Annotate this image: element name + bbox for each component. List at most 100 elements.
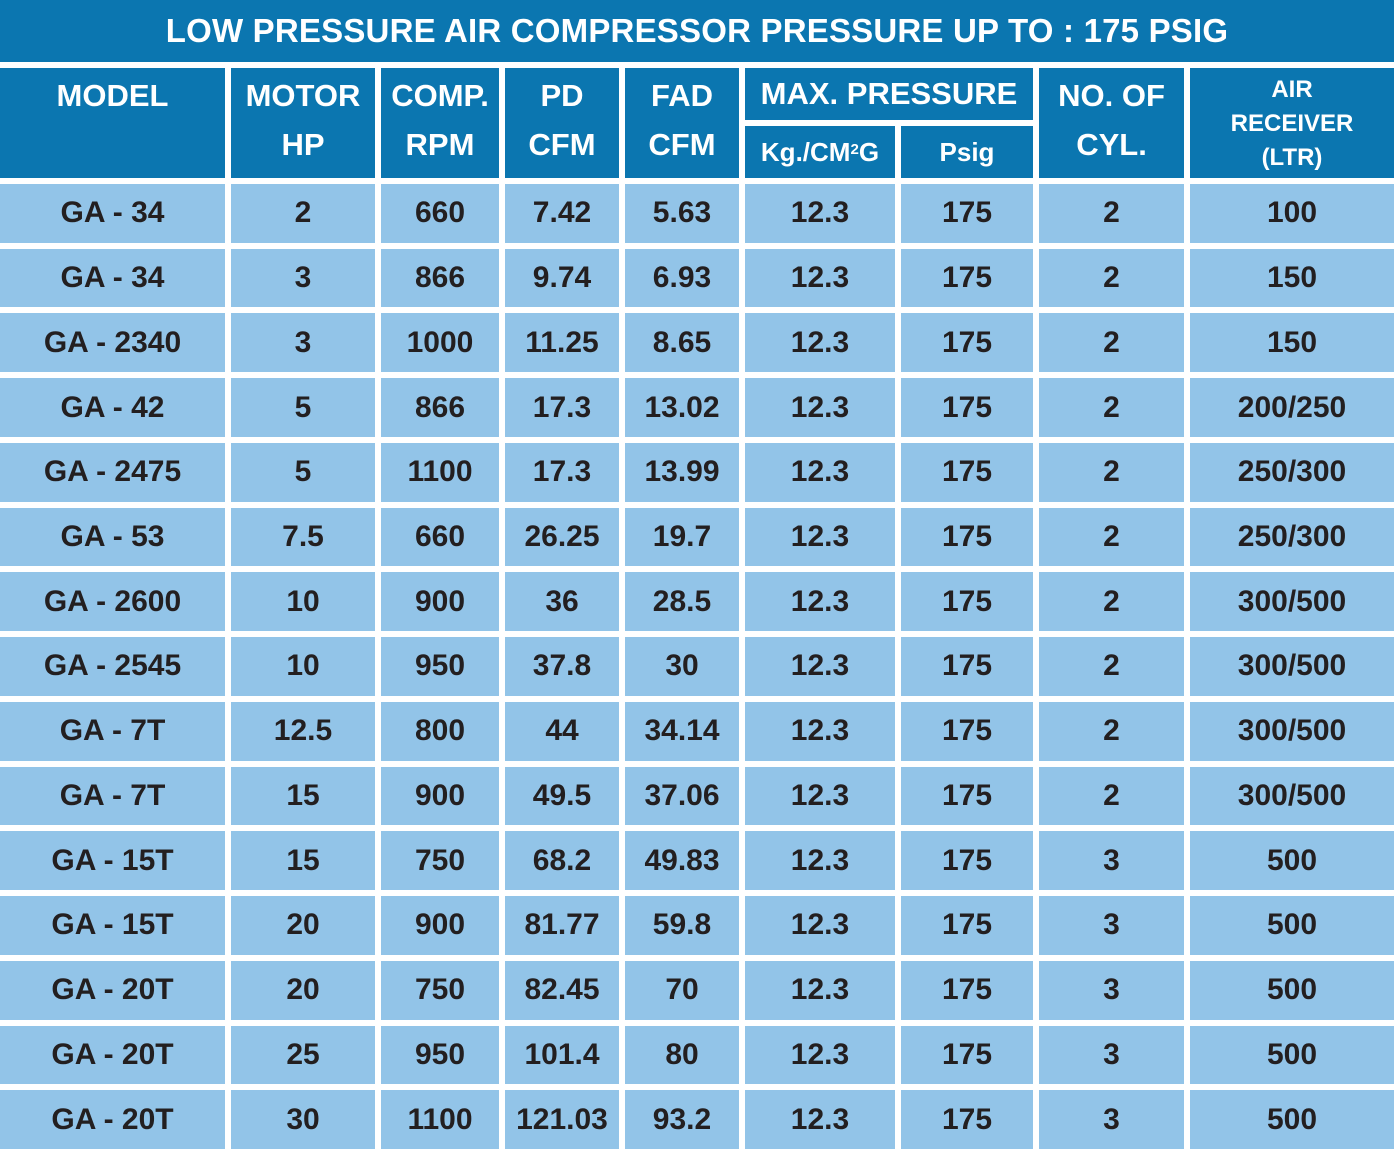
table-cell-air-receiver: 100 — [1190, 184, 1394, 243]
table-cell-fad-cfm: 93.2 — [625, 1090, 739, 1149]
table-cell-no-of-cyl: 2 — [1039, 637, 1184, 696]
table-cell-psig: 175 — [901, 1025, 1033, 1085]
header-comp-rpm: COMP. RPM — [381, 68, 499, 178]
table-cell-air-receiver: 500 — [1190, 896, 1394, 955]
table-cell-motor-hp: 15 — [231, 831, 375, 891]
table-cell-pd-cfm: 9.74 — [505, 248, 619, 308]
table-cell-comp-rpm: 866 — [381, 248, 499, 308]
table-cell-air-receiver: 250/300 — [1190, 507, 1394, 567]
table-cell-kg-cm2g: 12.3 — [745, 637, 895, 696]
table-cell-comp-rpm: 750 — [381, 960, 499, 1020]
table-cell-comp-rpm: 800 — [381, 701, 499, 761]
table-cell-air-receiver: 500 — [1190, 1090, 1394, 1149]
table-cell-no-of-cyl: 2 — [1039, 766, 1184, 826]
table-cell-pd-cfm: 121.03 — [505, 1090, 619, 1149]
table-cell-motor-hp: 10 — [231, 572, 375, 632]
table-cell-pd-cfm: 17.3 — [505, 378, 619, 437]
table-cell-fad-cfm: 6.93 — [625, 248, 739, 308]
table-cell-comp-rpm: 660 — [381, 184, 499, 243]
table-cell-comp-rpm: 750 — [381, 831, 499, 891]
table-cell-motor-hp: 25 — [231, 1025, 375, 1085]
table-cell-psig: 175 — [901, 442, 1033, 502]
table-cell-air-receiver: 500 — [1190, 831, 1394, 891]
table-cell-no-of-cyl: 2 — [1039, 442, 1184, 502]
table-cell-model: GA - 7T — [0, 766, 225, 826]
table-cell-pd-cfm: 68.2 — [505, 831, 619, 891]
table-cell-model: GA - 2600 — [0, 572, 225, 632]
table-cell-motor-hp: 20 — [231, 960, 375, 1020]
table-cell-model: GA - 20T — [0, 960, 225, 1020]
table-cell-air-receiver: 200/250 — [1190, 378, 1394, 437]
table-cell-pd-cfm: 11.25 — [505, 313, 619, 373]
superscript-2: 2 — [850, 140, 859, 158]
table-cell-psig: 175 — [901, 248, 1033, 308]
table-cell-kg-cm2g: 12.3 — [745, 184, 895, 243]
table-cell-kg-cm2g: 12.3 — [745, 442, 895, 502]
table-cell-air-receiver: 300/500 — [1190, 766, 1394, 826]
table-cell-fad-cfm: 13.02 — [625, 378, 739, 437]
table-cell-pd-cfm: 49.5 — [505, 766, 619, 826]
header-model: MODEL — [0, 68, 225, 178]
table-cell-kg-cm2g: 12.3 — [745, 701, 895, 761]
table-cell-psig: 175 — [901, 184, 1033, 243]
table-cell-comp-rpm: 900 — [381, 766, 499, 826]
table-cell-psig: 175 — [901, 896, 1033, 955]
table-cell-kg-cm2g: 12.3 — [745, 572, 895, 632]
table-cell-no-of-cyl: 2 — [1039, 248, 1184, 308]
table-cell-kg-cm2g: 12.3 — [745, 248, 895, 308]
table-cell-psig: 175 — [901, 572, 1033, 632]
table-cell-model: GA - 20T — [0, 1090, 225, 1149]
table-cell-air-receiver: 150 — [1190, 248, 1394, 308]
table-cell-no-of-cyl: 3 — [1039, 960, 1184, 1020]
table-cell-fad-cfm: 8.65 — [625, 313, 739, 373]
table-cell-model: GA - 7T — [0, 701, 225, 761]
table-cell-kg-cm2g: 12.3 — [745, 1090, 895, 1149]
table-cell-air-receiver: 300/500 — [1190, 701, 1394, 761]
table-cell-psig: 175 — [901, 637, 1033, 696]
table-cell-kg-cm2g: 12.3 — [745, 766, 895, 826]
table-cell-kg-cm2g: 12.3 — [745, 896, 895, 955]
table-cell-model: GA - 2475 — [0, 442, 225, 502]
header-kg-cm2g: Kg./CM2G — [745, 126, 895, 178]
table-cell-psig: 175 — [901, 1090, 1033, 1149]
table-cell-psig: 175 — [901, 960, 1033, 1020]
table-cell-motor-hp: 15 — [231, 766, 375, 826]
table-cell-pd-cfm: 36 — [505, 572, 619, 632]
table-cell-fad-cfm: 34.14 — [625, 701, 739, 761]
table-cell-fad-cfm: 13.99 — [625, 442, 739, 502]
table-cell-no-of-cyl: 2 — [1039, 184, 1184, 243]
table-cell-fad-cfm: 5.63 — [625, 184, 739, 243]
table-title: LOW PRESSURE AIR COMPRESSOR PRESSURE UP … — [0, 0, 1394, 62]
header-pd-cfm: PD CFM — [505, 68, 619, 178]
table-cell-no-of-cyl: 2 — [1039, 507, 1184, 567]
table-cell-air-receiver: 300/500 — [1190, 572, 1394, 632]
table-cell-kg-cm2g: 12.3 — [745, 1025, 895, 1085]
table-cell-air-receiver: 150 — [1190, 313, 1394, 373]
table-cell-fad-cfm: 70 — [625, 960, 739, 1020]
table-cell-model: GA - 15T — [0, 831, 225, 891]
table-cell-fad-cfm: 37.06 — [625, 766, 739, 826]
table-cell-psig: 175 — [901, 766, 1033, 826]
table-cell-no-of-cyl: 2 — [1039, 572, 1184, 632]
table-cell-kg-cm2g: 12.3 — [745, 378, 895, 437]
header-max-pressure: MAX. PRESSURE — [745, 68, 1033, 120]
table-cell-pd-cfm: 44 — [505, 701, 619, 761]
table-cell-pd-cfm: 7.42 — [505, 184, 619, 243]
table-cell-motor-hp: 10 — [231, 637, 375, 696]
table-cell-model: GA - 2545 — [0, 637, 225, 696]
table-cell-fad-cfm: 49.83 — [625, 831, 739, 891]
table-cell-pd-cfm: 26.25 — [505, 507, 619, 567]
table-cell-psig: 175 — [901, 507, 1033, 567]
table-cell-comp-rpm: 660 — [381, 507, 499, 567]
table-cell-model: GA - 53 — [0, 507, 225, 567]
table-cell-model: GA - 42 — [0, 378, 225, 437]
table-cell-model: GA - 34 — [0, 248, 225, 308]
table-cell-no-of-cyl: 2 — [1039, 313, 1184, 373]
table-cell-motor-hp: 7.5 — [231, 507, 375, 567]
table-cell-comp-rpm: 1100 — [381, 1090, 499, 1149]
table-cell-no-of-cyl: 3 — [1039, 896, 1184, 955]
table-cell-no-of-cyl: 3 — [1039, 1025, 1184, 1085]
table-cell-comp-rpm: 900 — [381, 896, 499, 955]
table-cell-pd-cfm: 82.45 — [505, 960, 619, 1020]
table-cell-air-receiver: 500 — [1190, 960, 1394, 1020]
